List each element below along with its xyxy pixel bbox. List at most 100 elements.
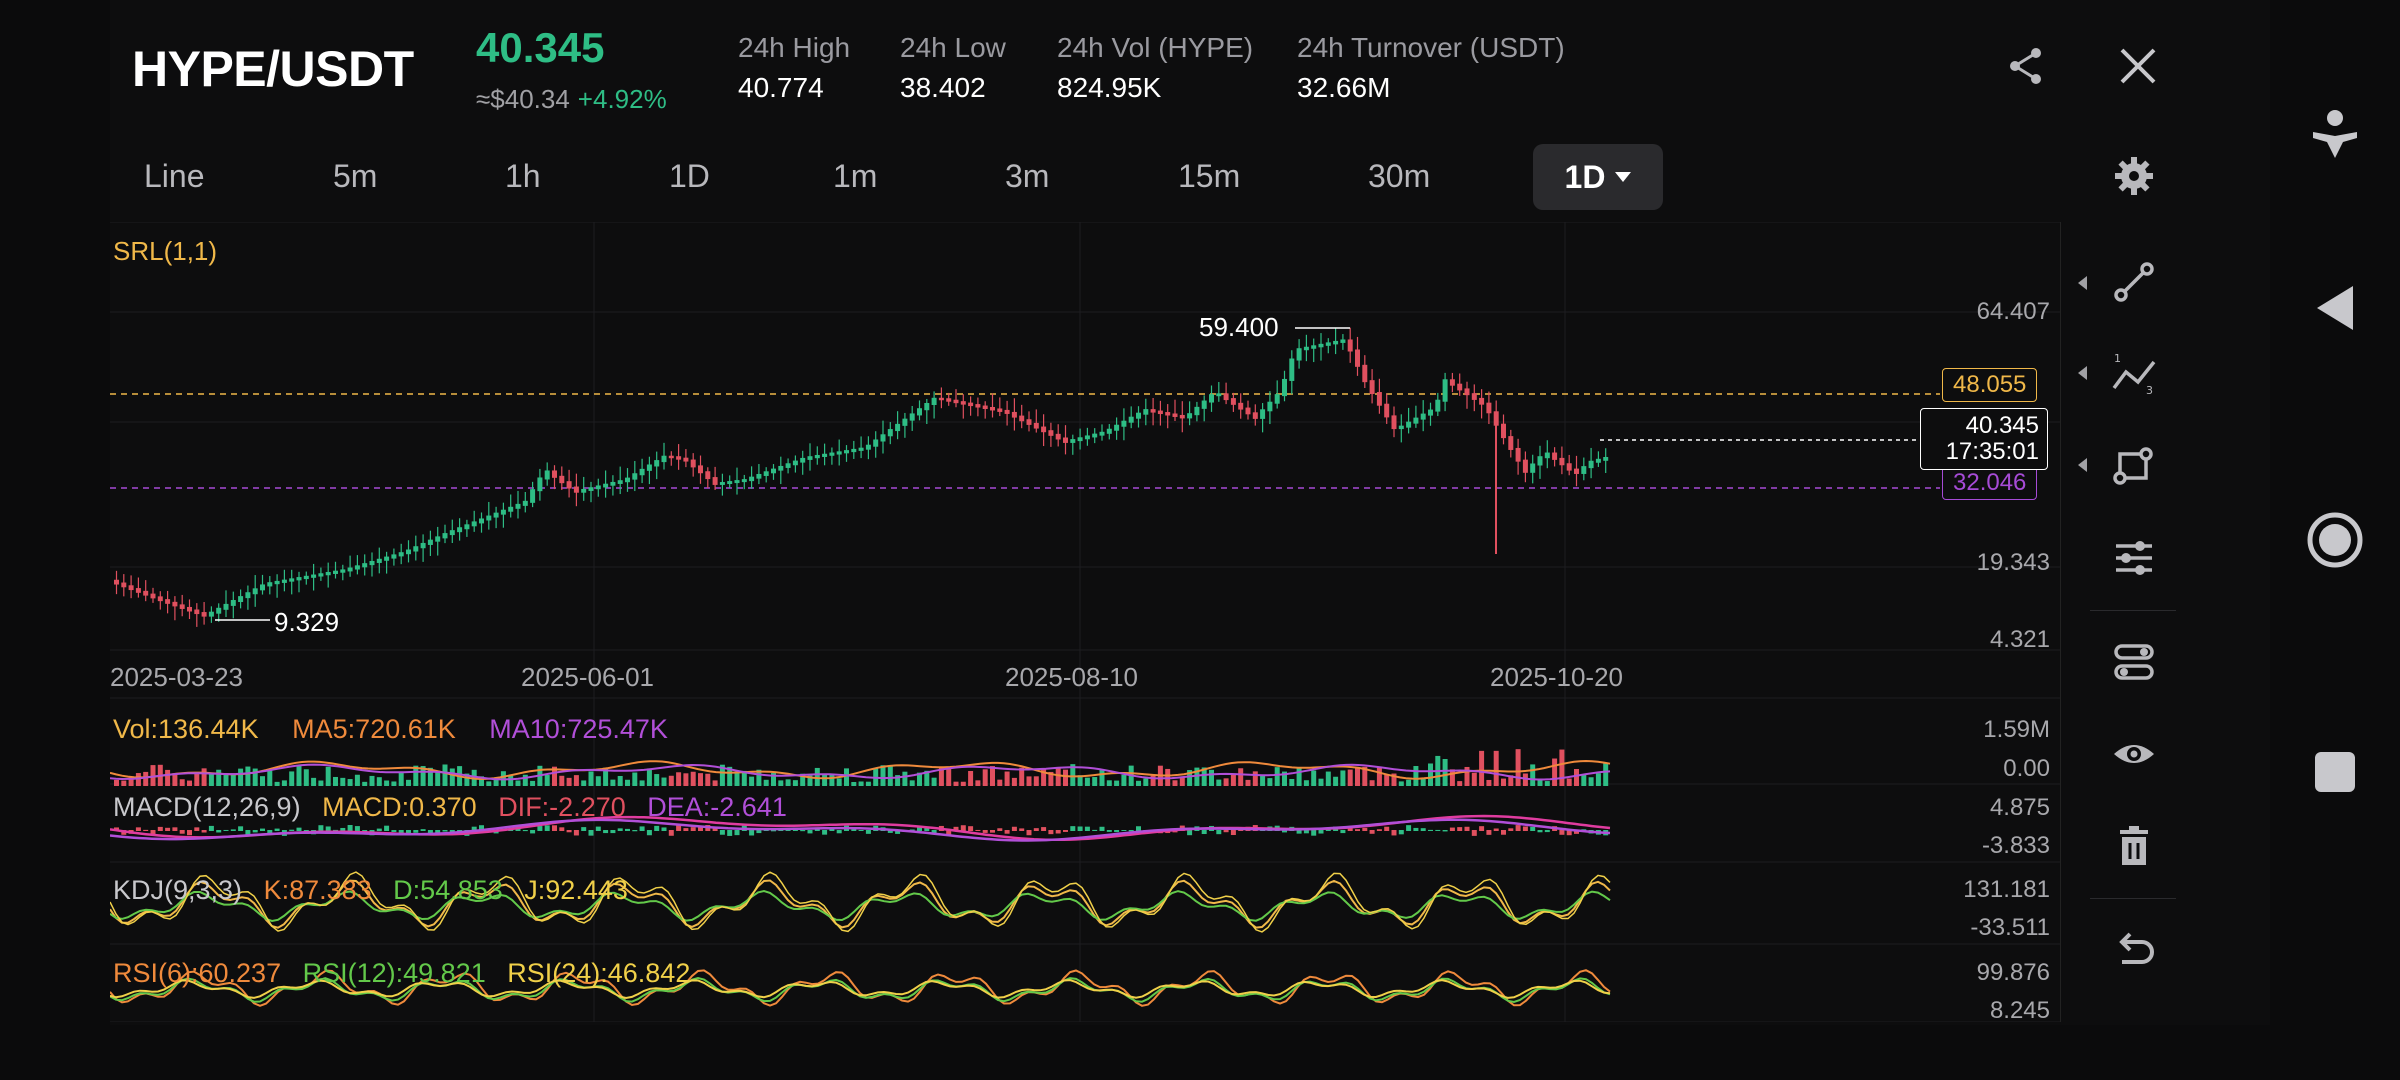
volume-bar — [1019, 767, 1025, 786]
accessibility-icon[interactable] — [2295, 96, 2375, 176]
macd-bar — [1311, 830, 1317, 836]
volume-bar — [603, 767, 609, 786]
stat-24h-low: 24h Low 38.402 — [900, 32, 1006, 104]
macd-bar — [1435, 829, 1441, 831]
volume-bar — [836, 778, 842, 786]
macd-bar — [1384, 826, 1390, 831]
volume-bar — [318, 780, 324, 786]
rectangle-icon[interactable] — [2110, 442, 2158, 490]
volume-bar — [1216, 779, 1222, 786]
candle-body — [318, 573, 324, 577]
candle-body — [296, 577, 302, 581]
macd-bar — [354, 826, 360, 831]
candle-body — [1406, 421, 1412, 428]
volume-bar — [814, 767, 820, 786]
candle-body — [778, 465, 784, 471]
trash-icon[interactable] — [2110, 822, 2158, 870]
macd-bar — [1092, 829, 1098, 831]
candle-body — [1011, 411, 1017, 418]
volume-bar — [187, 780, 192, 786]
gear-icon[interactable] — [2112, 154, 2156, 198]
undo-icon[interactable] — [2110, 928, 2158, 976]
volume-bar — [807, 775, 813, 786]
macd-bar — [646, 830, 652, 836]
home-icon[interactable] — [2295, 500, 2375, 580]
timeframe-dropdown[interactable]: 1D — [1533, 144, 1663, 210]
volume-bar — [1362, 766, 1368, 786]
recents-icon[interactable] — [2295, 732, 2375, 812]
macd-bar — [1544, 830, 1550, 833]
candle-body — [1077, 437, 1083, 442]
volume-bar — [1011, 777, 1017, 786]
x-axis-date: 2025-10-20 — [1490, 662, 1623, 692]
volume-bar — [1333, 776, 1339, 786]
close-icon[interactable] — [2116, 44, 2160, 88]
macd-bar — [1201, 830, 1207, 835]
macd-bar — [347, 825, 353, 831]
macd-bar — [267, 830, 273, 834]
rsi6-value: RSI(6):60.237 — [113, 958, 282, 988]
k-line — [110, 879, 1611, 929]
candle-body — [1048, 430, 1054, 436]
volume-bar — [822, 773, 828, 786]
volume-bar — [245, 766, 251, 786]
tab-1m[interactable]: 1m — [833, 158, 878, 194]
volume-bar — [1099, 769, 1105, 786]
resistance-tag[interactable]: 48.055 — [1942, 368, 2038, 402]
trendline-icon[interactable] — [2110, 258, 2158, 306]
share-icon[interactable] — [2004, 44, 2048, 88]
layers-icon[interactable] — [2110, 638, 2158, 686]
candle-body — [1391, 415, 1397, 430]
macd-bar — [1187, 830, 1193, 836]
macd-bar — [756, 830, 762, 834]
expand-arrow-icon[interactable] — [2078, 276, 2087, 290]
candle-body — [1398, 425, 1404, 430]
expand-arrow-icon[interactable] — [2078, 366, 2087, 380]
volume-bar — [325, 766, 331, 786]
tab-1h[interactable]: 1h — [505, 158, 541, 194]
volume-bar — [1428, 763, 1433, 786]
macd-bar — [566, 830, 572, 833]
svg-text:3: 3 — [2146, 384, 2153, 397]
volume-bar — [1581, 774, 1587, 786]
back-icon[interactable] — [2295, 268, 2375, 348]
tab-30m[interactable]: 30m — [1368, 158, 1431, 194]
candle-body — [1515, 447, 1521, 462]
volume-bar — [1048, 771, 1054, 786]
volume-bar — [398, 772, 404, 786]
volume-legend[interactable]: Vol:136.44K MA5:720.61K MA10:725.47K — [113, 714, 668, 745]
volume-bar — [610, 779, 616, 786]
macd-bar — [1099, 826, 1105, 831]
srl-indicator-label[interactable]: SRL(1,1) — [113, 236, 218, 266]
macd-axis-label: 4.875 — [1989, 794, 2050, 821]
macd-bar — [800, 830, 806, 832]
tab-1d[interactable]: 1D — [669, 158, 710, 194]
tab-5m[interactable]: 5m — [333, 158, 378, 194]
tab-3m[interactable]: 3m — [1005, 158, 1050, 194]
tab-line[interactable]: Line — [144, 158, 205, 194]
price-chart[interactable] — [110, 222, 2060, 1022]
macd-bar — [1230, 830, 1236, 836]
candle-body — [398, 552, 404, 557]
expand-arrow-icon[interactable] — [2078, 458, 2087, 472]
tab-15m[interactable]: 15m — [1178, 158, 1241, 194]
indicator-lines — [110, 759, 1611, 1007]
eye-icon[interactable] — [2110, 730, 2158, 778]
fib-icon[interactable]: 13 — [2110, 350, 2158, 398]
candle-body — [325, 571, 331, 576]
indicators-icon[interactable] — [2110, 534, 2158, 582]
vol-axis-label: 0.00 — [2003, 755, 2050, 782]
candle-body — [1260, 409, 1266, 419]
macd-legend[interactable]: MACD(12,26,9) MACD:0.370 DIF:-2.270 DEA:… — [113, 792, 787, 823]
candle-body — [1479, 397, 1485, 405]
volume-bar — [1106, 780, 1112, 786]
macd-bar — [1318, 830, 1324, 834]
support-tag[interactable]: 32.046 — [1942, 466, 2038, 500]
candle-body — [1311, 345, 1317, 349]
d-line — [110, 889, 1611, 923]
volume-bar — [508, 775, 514, 786]
kdj-legend[interactable]: KDJ(9,3,3) K:87.383 D:54.853 J:92.443 — [113, 875, 628, 906]
macd-bar — [712, 828, 718, 831]
volume-bar — [1084, 777, 1090, 786]
rsi-legend[interactable]: RSI(6):60.237 RSI(12):49.821 RSI(24):46.… — [113, 958, 690, 989]
